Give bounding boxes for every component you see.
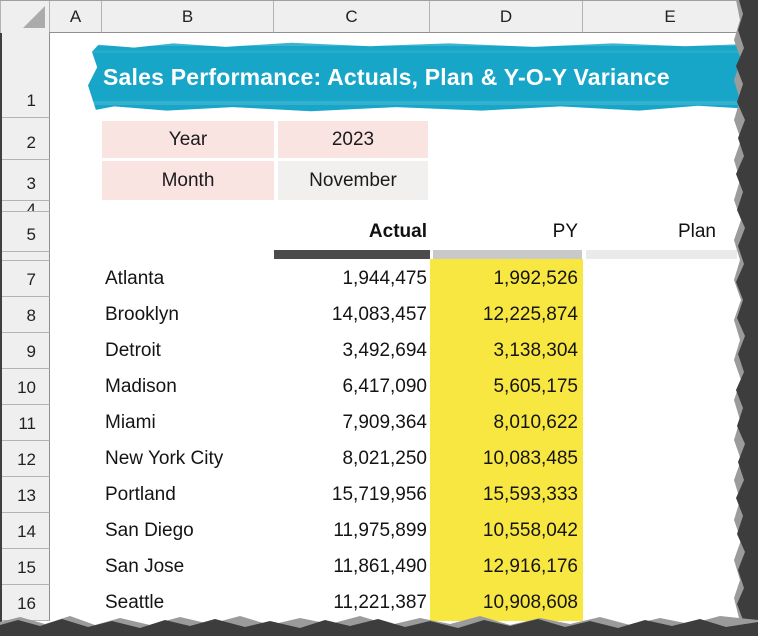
city-cell[interactable]: New York City: [105, 448, 224, 469]
torn-edge-bottom: [0, 616, 758, 636]
table-row: Seattle 11,221,387 10,908,608: [0, 585, 737, 621]
table-row: Miami 7,909,364 8,010,622: [0, 405, 737, 441]
row-header-10[interactable]: 10: [0, 369, 50, 405]
header-plan[interactable]: Plan: [677, 221, 716, 242]
city-cell[interactable]: Madison: [105, 376, 177, 397]
year-label-cell[interactable]: Year: [102, 121, 274, 158]
select-all-corner[interactable]: [0, 1, 50, 33]
py-cell[interactable]: 12,916,176: [482, 556, 578, 577]
torn-edge-left: [0, 33, 2, 623]
py-cell[interactable]: 15,593,333: [482, 484, 578, 505]
table-row: Brooklyn 14,083,457 12,225,874: [0, 297, 737, 333]
row-header-6-collapsed[interactable]: [0, 252, 50, 261]
month-value-cell[interactable]: November: [278, 161, 428, 200]
header-actual[interactable]: Actual: [368, 221, 427, 242]
row-header-9[interactable]: 9: [0, 333, 50, 369]
actual-cell[interactable]: 11,221,387: [333, 592, 427, 613]
column-header-d[interactable]: D: [430, 1, 583, 33]
actual-cell[interactable]: 7,909,364: [342, 412, 427, 433]
column-header-a[interactable]: A: [50, 1, 102, 33]
py-cell[interactable]: 1,992,526: [493, 268, 578, 289]
city-cell[interactable]: Portland: [105, 484, 176, 505]
column-header-row: A B C D E: [0, 0, 758, 33]
row-header-13[interactable]: 13: [0, 477, 50, 513]
actual-cell[interactable]: 6,417,090: [342, 376, 427, 397]
py-cell[interactable]: 5,605,175: [493, 376, 578, 397]
py-underline-bar: [433, 250, 582, 259]
select-all-triangle-icon: [23, 6, 45, 28]
row-header-8[interactable]: 8: [0, 297, 50, 333]
actual-cell[interactable]: 1,944,475: [342, 268, 427, 289]
month-label-cell[interactable]: Month: [102, 161, 274, 200]
py-cell[interactable]: 8,010,622: [493, 412, 578, 433]
row-header-15[interactable]: 15: [0, 549, 50, 585]
city-cell[interactable]: Miami: [105, 412, 156, 433]
plan-underline-bar: [586, 250, 737, 259]
report-title: Sales Performance: Actuals, Plan & Y-O-Y…: [103, 63, 670, 90]
py-column-highlight: [430, 259, 583, 621]
actual-cell[interactable]: 8,021,250: [342, 448, 427, 469]
py-cell[interactable]: 10,083,485: [482, 448, 578, 469]
row-header-12[interactable]: 12: [0, 441, 50, 477]
actual-cell[interactable]: 14,083,457: [331, 304, 427, 325]
actual-cell[interactable]: 15,719,956: [331, 484, 427, 505]
py-cell[interactable]: 10,558,042: [482, 520, 578, 541]
table-row: Portland 15,719,956 15,593,333: [0, 477, 737, 513]
table-row: Detroit 3,492,694 3,138,304: [0, 333, 737, 369]
table-row: Atlanta 1,944,475 1,992,526: [0, 261, 737, 297]
title-banner-shape[interactable]: Sales Performance: Actuals, Plan & Y-O-Y…: [88, 42, 744, 112]
row-header-11[interactable]: 11: [0, 405, 50, 441]
actual-cell[interactable]: 3,492,694: [342, 340, 427, 361]
row-header-1[interactable]: 1: [0, 32, 50, 118]
column-header-e[interactable]: E: [583, 1, 758, 33]
column-header-b[interactable]: B: [102, 1, 274, 33]
py-cell[interactable]: 3,138,304: [493, 340, 578, 361]
actual-underline-bar: [274, 250, 430, 259]
city-cell[interactable]: Atlanta: [105, 268, 165, 289]
row-header-2[interactable]: 2: [0, 118, 50, 160]
row-header-3[interactable]: 3: [0, 160, 50, 201]
city-cell[interactable]: Brooklyn: [105, 304, 179, 325]
city-cell[interactable]: Seattle: [105, 592, 165, 613]
row-header-16[interactable]: 16: [0, 585, 50, 621]
city-cell[interactable]: San Diego: [105, 520, 194, 541]
column-header-c[interactable]: C: [274, 1, 430, 33]
actual-cell[interactable]: 11,861,490: [333, 556, 427, 577]
table-row: New York City 8,021,250 10,083,485: [0, 441, 737, 477]
row-header-5[interactable]: 5: [0, 212, 50, 252]
city-cell[interactable]: Detroit: [105, 340, 161, 361]
row-header-4-collapsed[interactable]: 4: [0, 201, 50, 212]
py-cell[interactable]: 12,225,874: [482, 304, 578, 325]
header-py[interactable]: PY: [552, 221, 578, 242]
table-row: Madison 6,417,090 5,605,175: [0, 369, 737, 405]
table-row: San Diego 11,975,899 10,558,042: [0, 513, 737, 549]
table-row: San Jose 11,861,490 12,916,176: [0, 549, 737, 585]
city-cell[interactable]: San Jose: [105, 556, 185, 577]
py-cell[interactable]: 10,908,608: [482, 592, 578, 613]
row-header-14[interactable]: 14: [0, 513, 50, 549]
actual-cell[interactable]: 11,975,899: [333, 520, 427, 541]
year-value-cell[interactable]: 2023: [278, 121, 428, 158]
torn-edge-right: [734, 0, 758, 636]
